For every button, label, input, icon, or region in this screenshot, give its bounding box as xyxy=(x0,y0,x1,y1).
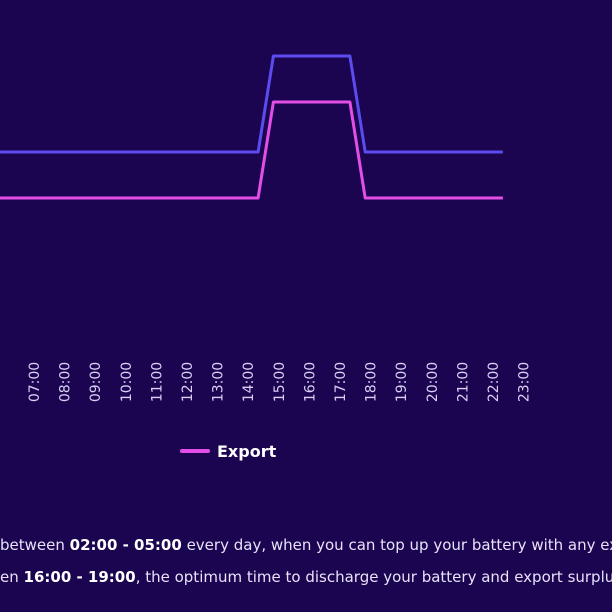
x-tick-label: 21:00 xyxy=(455,362,471,402)
x-tick-label: 14:00 xyxy=(241,362,257,402)
series-line-export xyxy=(0,100,503,200)
x-tick-label: 10:00 xyxy=(119,362,135,402)
x-tick-label: 07:00 xyxy=(27,362,43,402)
x-tick-label: 13:00 xyxy=(211,362,227,402)
note-1-time: 02:00 - 05:00 xyxy=(69,536,182,554)
x-tick-label: 09:00 xyxy=(88,362,104,402)
x-tick-label: 19:00 xyxy=(394,362,410,402)
legend-swatch-export xyxy=(180,449,210,453)
series-line-import xyxy=(0,54,503,154)
x-tick-label: 08:00 xyxy=(58,362,74,402)
x-tick-label: 20:00 xyxy=(425,362,441,402)
note-2-before: en xyxy=(0,568,24,586)
chart-legend: Export xyxy=(180,440,276,462)
note-line-2: en 16:00 - 19:00, the optimum time to di… xyxy=(0,568,612,586)
note-line-1: between 02:00 - 05:00 every day, when yo… xyxy=(0,536,612,554)
note-2-after: , the optimum time to discharge your bat… xyxy=(135,568,612,586)
x-tick-label: 18:00 xyxy=(364,362,380,402)
x-tick-label: 22:00 xyxy=(486,362,502,402)
x-tick-label: 17:00 xyxy=(333,362,349,402)
x-tick-label: 23:00 xyxy=(517,362,533,402)
note-1-after: every day, when you can top up your batt… xyxy=(181,536,612,554)
x-tick-label: 15:00 xyxy=(272,362,288,402)
note-1-before: between xyxy=(0,536,70,554)
note-2-time: 16:00 - 19:00 xyxy=(23,568,136,586)
x-tick-label: 11:00 xyxy=(149,362,165,402)
legend-label-export: Export xyxy=(217,441,277,461)
x-tick-label: 12:00 xyxy=(180,362,196,402)
x-tick-label: 16:00 xyxy=(302,362,318,402)
